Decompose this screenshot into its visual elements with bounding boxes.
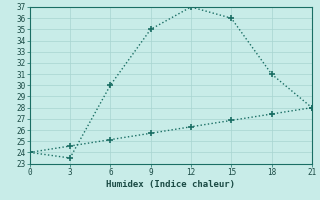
X-axis label: Humidex (Indice chaleur): Humidex (Indice chaleur) (106, 180, 235, 189)
